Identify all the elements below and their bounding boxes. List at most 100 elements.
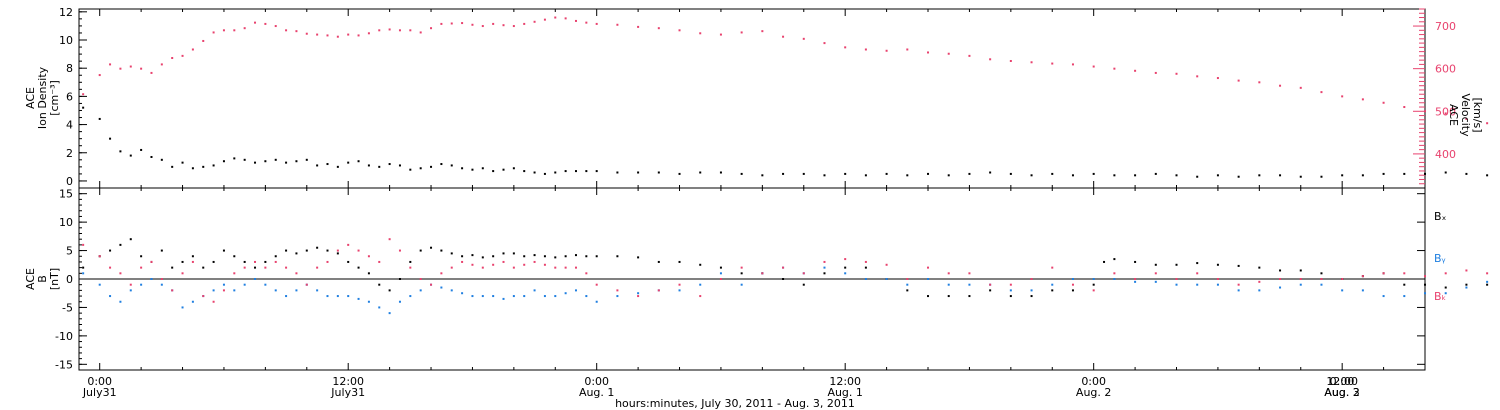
velocity-point	[1071, 63, 1074, 66]
velocity-point	[1382, 101, 1385, 104]
bz-point	[502, 260, 505, 263]
by-point	[1320, 283, 1323, 286]
by-point	[564, 292, 567, 295]
ion-density-point	[523, 170, 526, 173]
ion-density-point	[388, 163, 391, 166]
velocity-point	[1444, 112, 1447, 115]
velocity-point	[543, 18, 546, 21]
bottom-y-tick-label: -15	[55, 358, 73, 371]
by-point	[347, 295, 350, 298]
bx-point	[1465, 283, 1468, 286]
bz-point	[233, 272, 236, 275]
velocity-point	[254, 21, 257, 24]
bx-point	[927, 295, 930, 298]
by-point	[378, 306, 381, 309]
ion-density-point	[1258, 174, 1261, 177]
velocity-point	[140, 67, 143, 70]
bz-point	[440, 272, 443, 275]
by-point	[254, 278, 257, 280]
bz-point	[989, 283, 992, 286]
bx-point	[657, 260, 660, 263]
bx-point	[678, 260, 681, 263]
bx-point	[82, 266, 85, 269]
velocity-point	[927, 51, 930, 54]
bz-point	[254, 260, 257, 263]
legend-bx: Bₓ	[1434, 210, 1447, 223]
bx-point	[398, 278, 401, 280]
velocity-point	[782, 35, 785, 38]
by-point	[1486, 280, 1489, 283]
bx-point	[543, 255, 546, 258]
top-y-tick-label: 12	[59, 6, 73, 19]
ion-density-point	[823, 174, 826, 177]
ion-density-point	[1486, 174, 1489, 177]
x-tick-label-time: 0:00	[87, 375, 112, 388]
bz-point	[947, 272, 950, 275]
velocity-point	[554, 16, 557, 19]
bz-point	[481, 266, 484, 269]
bz-point	[823, 260, 826, 263]
by-point	[616, 295, 619, 298]
velocity-point	[1092, 65, 1095, 68]
bz-point	[461, 260, 464, 263]
by-point	[1258, 289, 1261, 292]
bx-point	[274, 255, 277, 258]
bottom-y-tick-label: 10	[59, 216, 73, 229]
ion-density-point	[564, 170, 567, 173]
ion-density-point	[150, 155, 153, 158]
bx-point	[160, 249, 163, 252]
bz-point	[1465, 269, 1468, 272]
x-tick-label-date: Aug. 2	[1324, 386, 1359, 399]
bx-point	[1051, 289, 1054, 292]
velocity-point	[378, 29, 381, 32]
top-y2-tick-label: 500	[1435, 105, 1456, 118]
velocity-point	[885, 49, 888, 52]
ion-density-point	[347, 161, 350, 164]
bottom-y-tick-label: -5	[62, 301, 73, 314]
velocity-point	[1486, 122, 1489, 125]
bx-point	[409, 260, 412, 263]
bx-point	[564, 255, 567, 258]
by-point	[844, 272, 847, 275]
by-point	[512, 295, 515, 298]
by-point	[1134, 280, 1137, 283]
velocity-point	[1279, 84, 1282, 87]
bottom-y-tick-label: 15	[59, 188, 73, 201]
bz-point	[864, 260, 867, 263]
velocity-point	[98, 74, 101, 77]
velocity-point	[202, 39, 205, 42]
x-tick-label-time: 0:00	[584, 375, 609, 388]
bx-point	[1444, 286, 1447, 289]
by-point	[699, 283, 702, 286]
bx-point	[212, 260, 215, 263]
velocity-point	[616, 23, 619, 26]
velocity-point	[481, 25, 484, 28]
velocity-point	[989, 58, 992, 61]
bz-point	[1030, 278, 1033, 280]
bx-point	[512, 252, 515, 255]
velocity-point	[129, 65, 132, 68]
by-point	[150, 278, 153, 280]
velocity-point	[316, 33, 319, 36]
bx-point	[140, 255, 143, 258]
x-tick-label-time: 12:00	[332, 375, 364, 388]
top-y2label-line2: Velocity	[1459, 93, 1472, 137]
velocity-point	[160, 63, 163, 66]
ion-density-point	[1279, 174, 1282, 177]
ion-density-point	[1134, 174, 1137, 177]
bx-point	[492, 255, 495, 258]
by-point	[264, 283, 267, 286]
bx-point	[357, 266, 360, 269]
bz-point	[202, 295, 205, 298]
by-point	[388, 312, 391, 315]
top-y-tick-label: 8	[66, 62, 73, 75]
ion-density-point	[160, 158, 163, 161]
bx-point	[968, 295, 971, 298]
by-point	[906, 283, 909, 286]
ion-density-point	[554, 171, 557, 174]
bx-point	[419, 249, 422, 252]
velocity-point	[1320, 91, 1323, 94]
ion-density-point	[285, 161, 288, 164]
bz-point	[1299, 278, 1302, 280]
bottom-panel-marks	[82, 238, 1489, 315]
